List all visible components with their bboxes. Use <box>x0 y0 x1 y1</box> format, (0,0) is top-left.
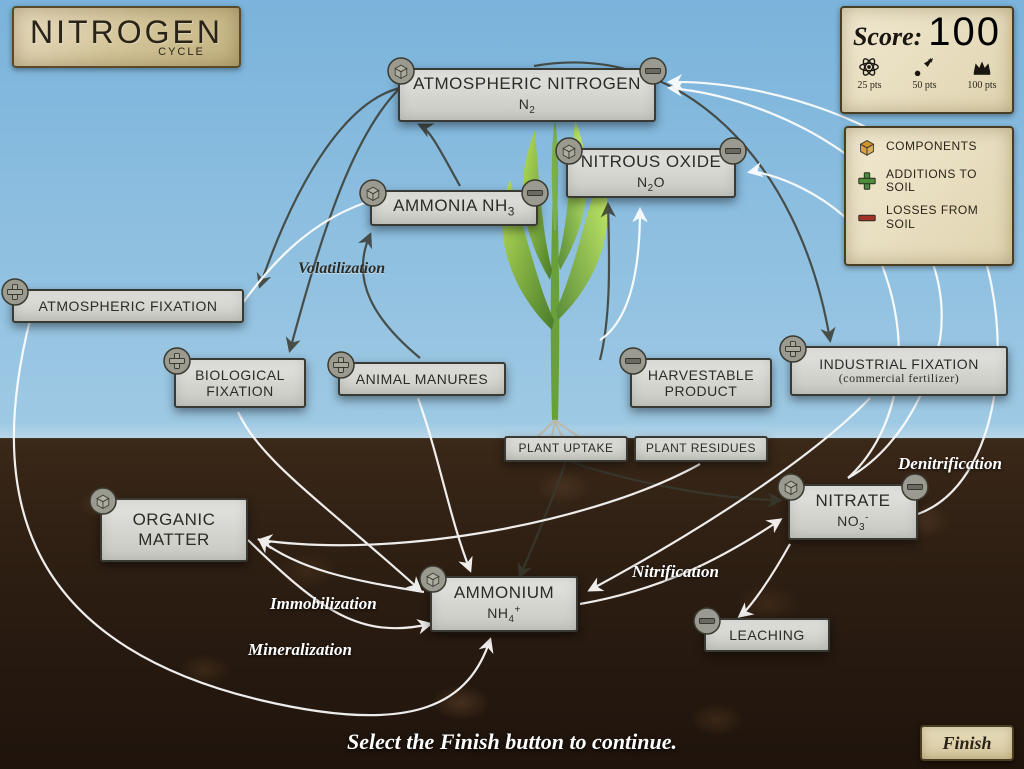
minus-icon <box>856 207 878 229</box>
plus-badge-icon <box>0 277 30 307</box>
score-tier-atom: 25 pts <box>857 56 881 91</box>
node-uptake[interactable]: PLANT UPTAKE <box>504 436 628 462</box>
score-label: Score: <box>853 22 922 52</box>
legend-row-plus: ADDITIONS TO SOIL <box>856 168 1002 194</box>
atom-icon <box>858 56 880 78</box>
node-atm_fix[interactable]: ATMOSPHERIC FIXATION <box>12 289 244 323</box>
minus-badge-icon <box>900 472 930 502</box>
node-residues[interactable]: PLANT RESIDUES <box>634 436 768 462</box>
node-nitrous[interactable]: NITROUS OXIDEN2O <box>566 148 736 198</box>
title-tag: NITROGEN CYCLE <box>12 6 241 68</box>
node-label: PLANT RESIDUES <box>646 442 756 456</box>
minus-badge-icon <box>520 178 550 208</box>
plus-icon <box>856 170 878 192</box>
score-panel: Score: 100 25 pts 50 pts 100 pts <box>840 6 1014 114</box>
title-line2: CYCLE <box>158 46 205 58</box>
minus-badge-icon <box>718 136 748 166</box>
process-label-nitrification: Nitrification <box>632 562 719 582</box>
node-label: ATMOSPHERIC FIXATION <box>38 298 217 314</box>
node-manures[interactable]: ANIMAL MANURES <box>338 362 506 396</box>
legend-row-cube: COMPONENTS <box>856 136 1002 158</box>
node-label: ORGANICMATTER <box>133 510 216 549</box>
node-nitrate[interactable]: NITRATENO3- <box>788 484 918 540</box>
legend-row-minus: LOSSES FROM SOIL <box>856 204 1002 230</box>
cube-badge-icon <box>88 486 118 516</box>
node-bio_fix[interactable]: BIOLOGICALFIXATION <box>174 358 306 408</box>
legend-label: ADDITIONS TO SOIL <box>886 168 1002 194</box>
finish-button[interactable]: Finish <box>920 725 1014 761</box>
cube-badge-icon <box>358 178 388 208</box>
title-line1: NITROGEN <box>30 16 223 48</box>
node-label: HARVESTABLEPRODUCT <box>648 367 754 399</box>
minus-badge-icon <box>692 606 722 636</box>
cube-icon <box>856 136 878 158</box>
legend-panel: COMPONENTS ADDITIONS TO SOIL LOSSES FROM S… <box>844 126 1014 266</box>
legend-label: COMPONENTS <box>886 140 977 153</box>
node-label: INDUSTRIAL FIXATION(commercial fertilize… <box>819 356 979 386</box>
node-label: ATMOSPHERIC NITROGENN2 <box>413 74 641 116</box>
process-label-denitrification: Denitrification <box>898 454 1002 474</box>
score-tier-label: 25 pts <box>857 80 881 91</box>
node-label: PLANT UPTAKE <box>519 442 614 456</box>
score-tier-label: 100 pts <box>967 80 996 91</box>
legend-label: LOSSES FROM SOIL <box>886 204 1002 230</box>
process-label-volatilization: Volatilization <box>298 260 385 278</box>
finish-button-label: Finish <box>942 733 991 754</box>
node-label: NITRATENO3- <box>816 491 891 533</box>
node-leaching[interactable]: LEACHING <box>704 618 830 652</box>
node-ind_fix[interactable]: INDUSTRIAL FIXATION(commercial fertilize… <box>790 346 1008 396</box>
crown-icon <box>971 56 993 78</box>
comet-icon <box>913 56 935 78</box>
node-label: AMMONIUMNH4+ <box>454 583 554 625</box>
node-organic[interactable]: ORGANICMATTER <box>100 498 248 562</box>
score-tier-comet: 50 pts <box>912 56 936 91</box>
process-label-mineralization: Mineralization <box>248 640 352 660</box>
node-label: NITROUS OXIDEN2O <box>581 152 722 194</box>
cube-badge-icon <box>554 136 584 166</box>
node-label: ANIMAL MANURES <box>356 371 489 387</box>
score-tier-crown: 100 pts <box>967 56 996 91</box>
score-value: 100 <box>928 12 1001 52</box>
cube-badge-icon <box>418 564 448 594</box>
score-tier-label: 50 pts <box>912 80 936 91</box>
node-ammonia[interactable]: AMMONIA NH3 <box>370 190 538 226</box>
node-label: LEACHING <box>729 627 805 643</box>
node-label: BIOLOGICALFIXATION <box>195 367 285 399</box>
node-ammonium[interactable]: AMMONIUMNH4+ <box>430 576 578 632</box>
node-atm_n2[interactable]: ATMOSPHERIC NITROGENN2 <box>398 68 656 122</box>
plus-badge-icon <box>778 334 808 364</box>
cube-badge-icon <box>776 472 806 502</box>
minus-badge-icon <box>638 56 668 86</box>
instruction-text: Select the Finish button to continue. <box>0 729 1024 755</box>
process-label-immobilization: Immobilization <box>270 594 377 614</box>
minus-badge-icon <box>618 346 648 376</box>
plus-badge-icon <box>326 350 356 380</box>
cube-badge-icon <box>386 56 416 86</box>
plus-badge-icon <box>162 346 192 376</box>
node-label: AMMONIA NH3 <box>393 196 515 219</box>
node-harvest[interactable]: HARVESTABLEPRODUCT <box>630 358 772 408</box>
